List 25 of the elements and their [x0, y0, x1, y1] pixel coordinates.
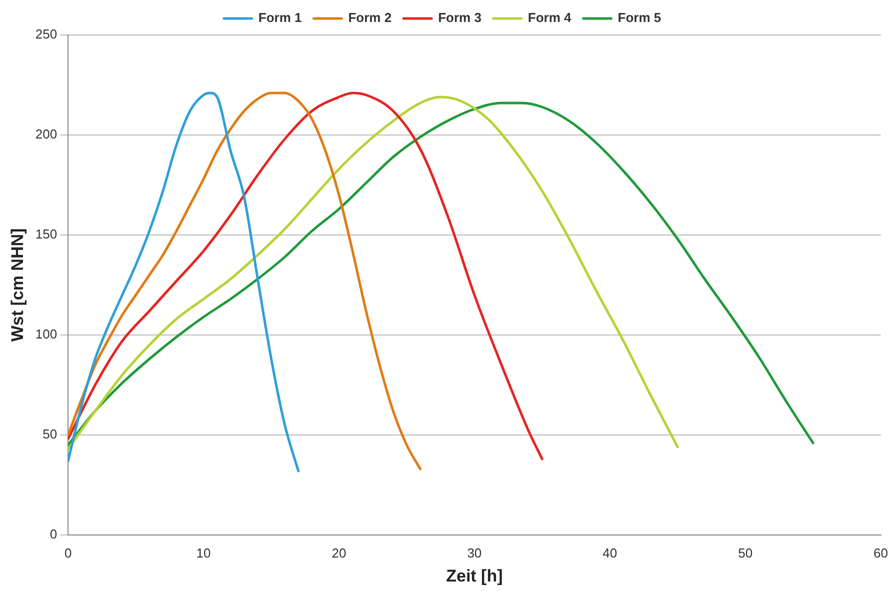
- x-tick-label: 30: [467, 545, 482, 560]
- y-tick-label: 100: [35, 326, 58, 342]
- x-tick-label: 0: [64, 545, 72, 560]
- line-series: [68, 92, 544, 460]
- legend-label: Form 2: [348, 10, 392, 26]
- x-tick-label: 60: [874, 545, 888, 560]
- legend-label: Form 4: [528, 10, 572, 26]
- y-tick-label: 0: [50, 526, 58, 542]
- legend-label: Form 1: [258, 10, 302, 26]
- x-tick-label: 20: [332, 545, 346, 560]
- line-series: [68, 102, 814, 446]
- x-tick-label: 10: [196, 545, 211, 560]
- y-axis-title: Wst [cm NHN]: [8, 228, 27, 342]
- y-tick-label: 250: [35, 26, 58, 42]
- x-tick-label: 40: [602, 545, 618, 560]
- legend-label: Form 5: [618, 10, 662, 26]
- line-series: [68, 92, 422, 470]
- y-tick-label: 150: [35, 226, 58, 242]
- legend-label: Form 3: [438, 10, 482, 26]
- line-series: [68, 96, 679, 450]
- x-tick-label: 50: [738, 545, 753, 560]
- y-tick-label: 50: [42, 426, 58, 442]
- line-series: [68, 92, 300, 472]
- y-tick-label: 200: [35, 126, 58, 142]
- x-axis-title: Zeit [h]: [446, 566, 503, 586]
